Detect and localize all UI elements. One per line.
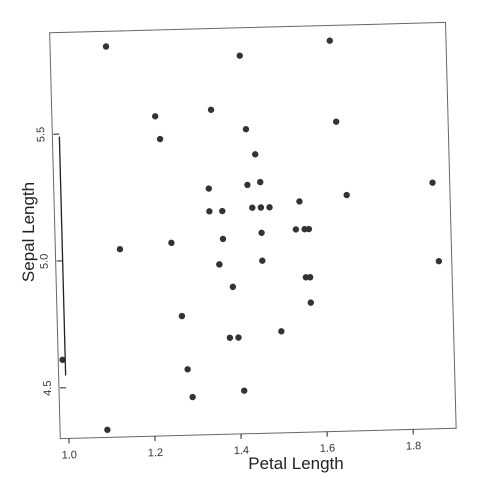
y-tick-label: 4.5	[42, 380, 54, 396]
data-point	[305, 225, 313, 233]
data-point	[249, 204, 256, 211]
y-axis-line	[58, 136, 67, 376]
data-point	[206, 208, 213, 215]
plot-group: 4.5 5.0 5.5 1.0 1.2 1.4 1.6 1.8	[35, 21, 457, 462]
y-axis: 4.5 5.0 5.5	[35, 127, 66, 396]
data-point	[151, 113, 159, 120]
points-layer	[59, 37, 443, 434]
y-axis-title: Sepal Length	[19, 182, 38, 282]
data-point	[178, 312, 186, 320]
data-point	[205, 185, 212, 192]
data-point	[242, 125, 250, 133]
data-point	[258, 229, 265, 236]
data-point	[429, 179, 436, 186]
data-point	[216, 261, 223, 268]
data-point	[296, 198, 303, 205]
data-point	[306, 274, 314, 281]
data-point	[435, 257, 443, 265]
data-point	[259, 257, 266, 264]
data-point	[59, 356, 66, 364]
data-point	[307, 299, 315, 306]
x-tick-label: 1.0	[62, 449, 78, 461]
x-axis: 1.0 1.2 1.4 1.6 1.8	[62, 429, 422, 462]
data-point	[207, 106, 215, 113]
data-point	[219, 207, 226, 215]
data-point	[235, 334, 242, 341]
data-point	[189, 393, 196, 401]
data-point	[102, 43, 110, 50]
data-point	[278, 328, 285, 335]
data-point	[343, 191, 350, 199]
x-tick-label: 1.8	[406, 440, 422, 452]
data-point	[252, 151, 259, 158]
y-tick-label: 5.5	[35, 127, 47, 143]
data-point	[257, 178, 264, 186]
data-point	[116, 246, 124, 253]
data-point	[326, 37, 333, 44]
data-point	[257, 204, 265, 211]
x-axis-title: Petal Length	[248, 454, 343, 473]
data-point	[236, 52, 243, 59]
data-point	[226, 334, 234, 341]
data-point	[332, 118, 340, 125]
data-point	[292, 226, 300, 233]
data-point	[104, 426, 111, 434]
x-tick-label: 1.6	[320, 442, 336, 454]
data-point	[229, 283, 237, 291]
data-point	[266, 204, 273, 211]
data-point	[219, 235, 227, 243]
y-tick-label: 5.0	[38, 254, 50, 270]
data-point	[244, 181, 251, 189]
data-point	[184, 366, 191, 373]
plot-frame	[49, 21, 457, 440]
data-point	[168, 239, 175, 247]
x-tick-label: 1.2	[148, 447, 164, 459]
x-tick-label: 1.4	[234, 445, 250, 457]
data-point	[156, 135, 164, 143]
data-point	[240, 387, 248, 394]
